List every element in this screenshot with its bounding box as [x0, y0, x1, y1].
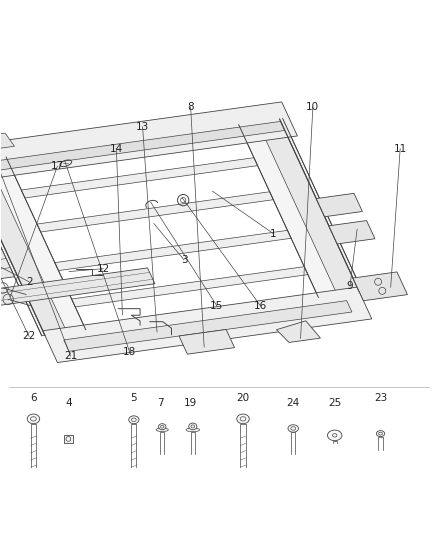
Text: 10: 10: [306, 102, 319, 112]
Text: 21: 21: [64, 351, 77, 361]
Ellipse shape: [328, 430, 342, 441]
Polygon shape: [64, 301, 352, 351]
Text: 14: 14: [110, 143, 123, 154]
Polygon shape: [0, 157, 86, 336]
Polygon shape: [276, 321, 321, 343]
Text: 2: 2: [26, 277, 32, 287]
Text: 8: 8: [187, 102, 194, 112]
Polygon shape: [258, 119, 359, 295]
Ellipse shape: [288, 425, 298, 432]
Ellipse shape: [237, 414, 249, 424]
Text: 23: 23: [374, 393, 387, 403]
Polygon shape: [0, 133, 14, 151]
Text: 9: 9: [346, 281, 353, 291]
Polygon shape: [353, 272, 407, 301]
Ellipse shape: [129, 416, 139, 424]
Polygon shape: [0, 102, 297, 182]
Polygon shape: [239, 119, 362, 297]
Polygon shape: [21, 158, 258, 198]
Polygon shape: [179, 329, 234, 354]
Text: 16: 16: [254, 301, 267, 311]
Polygon shape: [0, 122, 285, 174]
Polygon shape: [0, 160, 67, 335]
Text: 18: 18: [123, 346, 136, 357]
Text: 4: 4: [65, 398, 72, 408]
Polygon shape: [0, 268, 155, 306]
Polygon shape: [329, 221, 375, 244]
Polygon shape: [0, 249, 14, 280]
Text: 25: 25: [328, 398, 341, 408]
Text: 20: 20: [237, 393, 250, 403]
Bar: [64, 434, 73, 443]
Text: 7: 7: [157, 398, 163, 408]
Polygon shape: [37, 192, 273, 232]
Text: 17: 17: [51, 161, 64, 171]
Text: 11: 11: [394, 143, 407, 154]
Text: 24: 24: [286, 398, 300, 408]
Bar: [1, 48, 437, 384]
Text: 12: 12: [97, 264, 110, 273]
Text: 5: 5: [131, 393, 137, 403]
Text: 22: 22: [22, 332, 36, 341]
Ellipse shape: [159, 424, 166, 430]
Polygon shape: [71, 266, 308, 307]
Ellipse shape: [186, 428, 200, 432]
Polygon shape: [316, 193, 362, 217]
Text: 15: 15: [210, 301, 223, 311]
Ellipse shape: [376, 431, 385, 437]
Text: 6: 6: [30, 393, 37, 403]
Polygon shape: [55, 230, 291, 271]
Text: 19: 19: [184, 398, 197, 408]
Ellipse shape: [189, 423, 197, 430]
Text: 13: 13: [136, 122, 149, 132]
Ellipse shape: [27, 414, 40, 424]
Polygon shape: [43, 287, 372, 362]
Text: 3: 3: [181, 255, 187, 265]
Ellipse shape: [156, 428, 168, 432]
Text: 1: 1: [270, 229, 277, 239]
